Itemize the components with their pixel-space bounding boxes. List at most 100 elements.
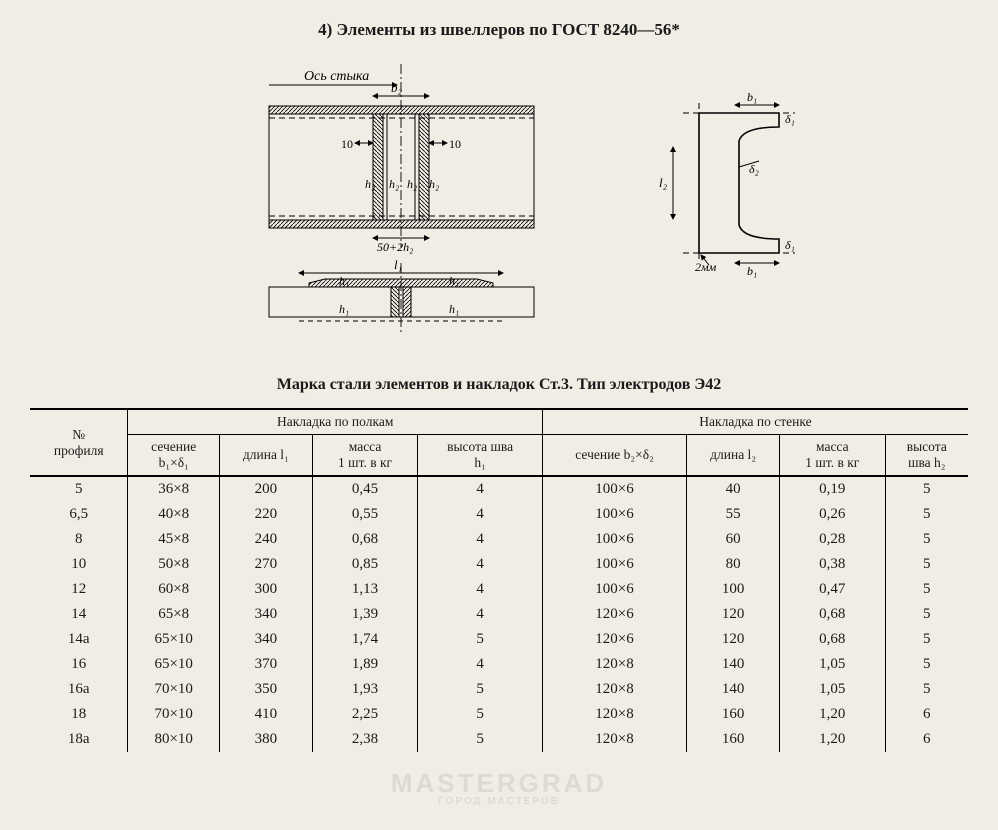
- cell: 100×6: [542, 552, 686, 577]
- cell: 100×6: [542, 577, 686, 602]
- svg-text:b₂: b₂: [391, 80, 403, 95]
- cell: 36×8: [128, 476, 219, 502]
- cell: 100×6: [542, 502, 686, 527]
- cell: 100: [687, 577, 780, 602]
- cell: 160: [687, 727, 780, 752]
- cell: 370: [219, 652, 312, 677]
- cell: 5: [885, 577, 968, 602]
- cell: 120×8: [542, 652, 686, 677]
- cell: 0,68: [312, 527, 418, 552]
- col-weld-h1: высота шва h₁: [418, 435, 543, 477]
- cell: 200: [219, 476, 312, 502]
- table-row: 845×82400,684100×6600,285: [30, 527, 968, 552]
- cell: 5: [885, 677, 968, 702]
- cell: 1,05: [780, 677, 886, 702]
- col-group-web: Накладка по стенке: [542, 409, 968, 435]
- cell: 1,74: [312, 627, 418, 652]
- page-title: 4) Элементы из швеллеров по ГОСТ 8240—56…: [30, 20, 968, 40]
- cell: 65×10: [128, 627, 219, 652]
- col-mass-flange: масса 1 шт. в кг: [312, 435, 418, 477]
- cell: 6: [885, 702, 968, 727]
- cell: 4: [418, 502, 543, 527]
- cell: 1,13: [312, 577, 418, 602]
- table-row: 1665×103701,894120×81401,055: [30, 652, 968, 677]
- cell: 350: [219, 677, 312, 702]
- cell: 5: [885, 627, 968, 652]
- cell: 1,20: [780, 702, 886, 727]
- section-view: b₁ b₁ δ₁ δ₁ l₂ δ₂ 2мм: [659, 90, 795, 278]
- cell: 120×8: [542, 677, 686, 702]
- cell: 4: [418, 577, 543, 602]
- cell: 120×8: [542, 727, 686, 752]
- cell: 18: [30, 702, 128, 727]
- table-row: 536×82000,454100×6400,195: [30, 476, 968, 502]
- svg-text:50+2h₂: 50+2h₂: [377, 240, 413, 254]
- specification-table: № профиля Накладка по полкам Накладка по…: [30, 408, 968, 752]
- plan-view: Ось стыка b₂: [269, 64, 534, 254]
- cell: 5: [885, 502, 968, 527]
- cell: 0,68: [780, 602, 886, 627]
- svg-text:δ₁: δ₁: [785, 238, 795, 252]
- cell: 220: [219, 502, 312, 527]
- cell: 10: [30, 552, 128, 577]
- cell: 80×10: [128, 727, 219, 752]
- cell: 55: [687, 502, 780, 527]
- cell: 6,5: [30, 502, 128, 527]
- cell: 410: [219, 702, 312, 727]
- cell: 0,26: [780, 502, 886, 527]
- cell: 100×6: [542, 476, 686, 502]
- cell: 40×8: [128, 502, 219, 527]
- cell: 70×10: [128, 702, 219, 727]
- axis-label: Ось стыка: [304, 69, 369, 84]
- cell: 60×8: [128, 577, 219, 602]
- cell: 40: [687, 476, 780, 502]
- elevation-view: l₁ h₁ h₁ h₁ h₁: [269, 257, 534, 333]
- cell: 14: [30, 602, 128, 627]
- cell: 270: [219, 552, 312, 577]
- cell: 120×6: [542, 627, 686, 652]
- cell: 5: [885, 476, 968, 502]
- watermark: MASTERGRAD ГОРОД МАСТЕРОВ: [391, 770, 607, 808]
- cell: 240: [219, 527, 312, 552]
- table-row: 14а65×103401,745120×61200,685: [30, 627, 968, 652]
- cell: 100×6: [542, 527, 686, 552]
- svg-text:h₁: h₁: [339, 302, 349, 316]
- svg-text:2мм: 2мм: [695, 260, 717, 274]
- cell: 5: [885, 552, 968, 577]
- cell: 1,39: [312, 602, 418, 627]
- cell: 18а: [30, 727, 128, 752]
- svg-text:h₂: h₂: [407, 177, 417, 191]
- col-mass-web: масса 1 шт. в кг: [780, 435, 886, 477]
- cell: 5: [885, 527, 968, 552]
- cell: 14а: [30, 627, 128, 652]
- cell: 65×10: [128, 652, 219, 677]
- cell: 300: [219, 577, 312, 602]
- cell: 8: [30, 527, 128, 552]
- cell: 12: [30, 577, 128, 602]
- cell: 5: [30, 476, 128, 502]
- cell: 120×8: [542, 702, 686, 727]
- cell: 4: [418, 652, 543, 677]
- cell: 0,85: [312, 552, 418, 577]
- cell: 1,93: [312, 677, 418, 702]
- col-weld-h2: высота шва h₂: [885, 435, 968, 477]
- table-subtitle: Марка стали элементов и накладок Ст.3. Т…: [30, 376, 968, 394]
- col-section-flange: сечение b₁×δ₁: [128, 435, 219, 477]
- cell: 5: [418, 627, 543, 652]
- svg-text:l₁: l₁: [394, 257, 402, 272]
- cell: 120×6: [542, 602, 686, 627]
- cell: 1,20: [780, 727, 886, 752]
- svg-text:b₁: b₁: [747, 90, 757, 104]
- cell: 5: [885, 602, 968, 627]
- cell: 0,55: [312, 502, 418, 527]
- cell: 0,47: [780, 577, 886, 602]
- col-length-flange: длина l₁: [219, 435, 312, 477]
- cell: 4: [418, 527, 543, 552]
- svg-text:h₁: h₁: [449, 274, 459, 288]
- cell: 5: [418, 702, 543, 727]
- cell: 140: [687, 652, 780, 677]
- cell: 1,05: [780, 652, 886, 677]
- cell: 5: [418, 727, 543, 752]
- col-profile: № профиля: [30, 409, 128, 476]
- table-row: 6,540×82200,554100×6550,265: [30, 502, 968, 527]
